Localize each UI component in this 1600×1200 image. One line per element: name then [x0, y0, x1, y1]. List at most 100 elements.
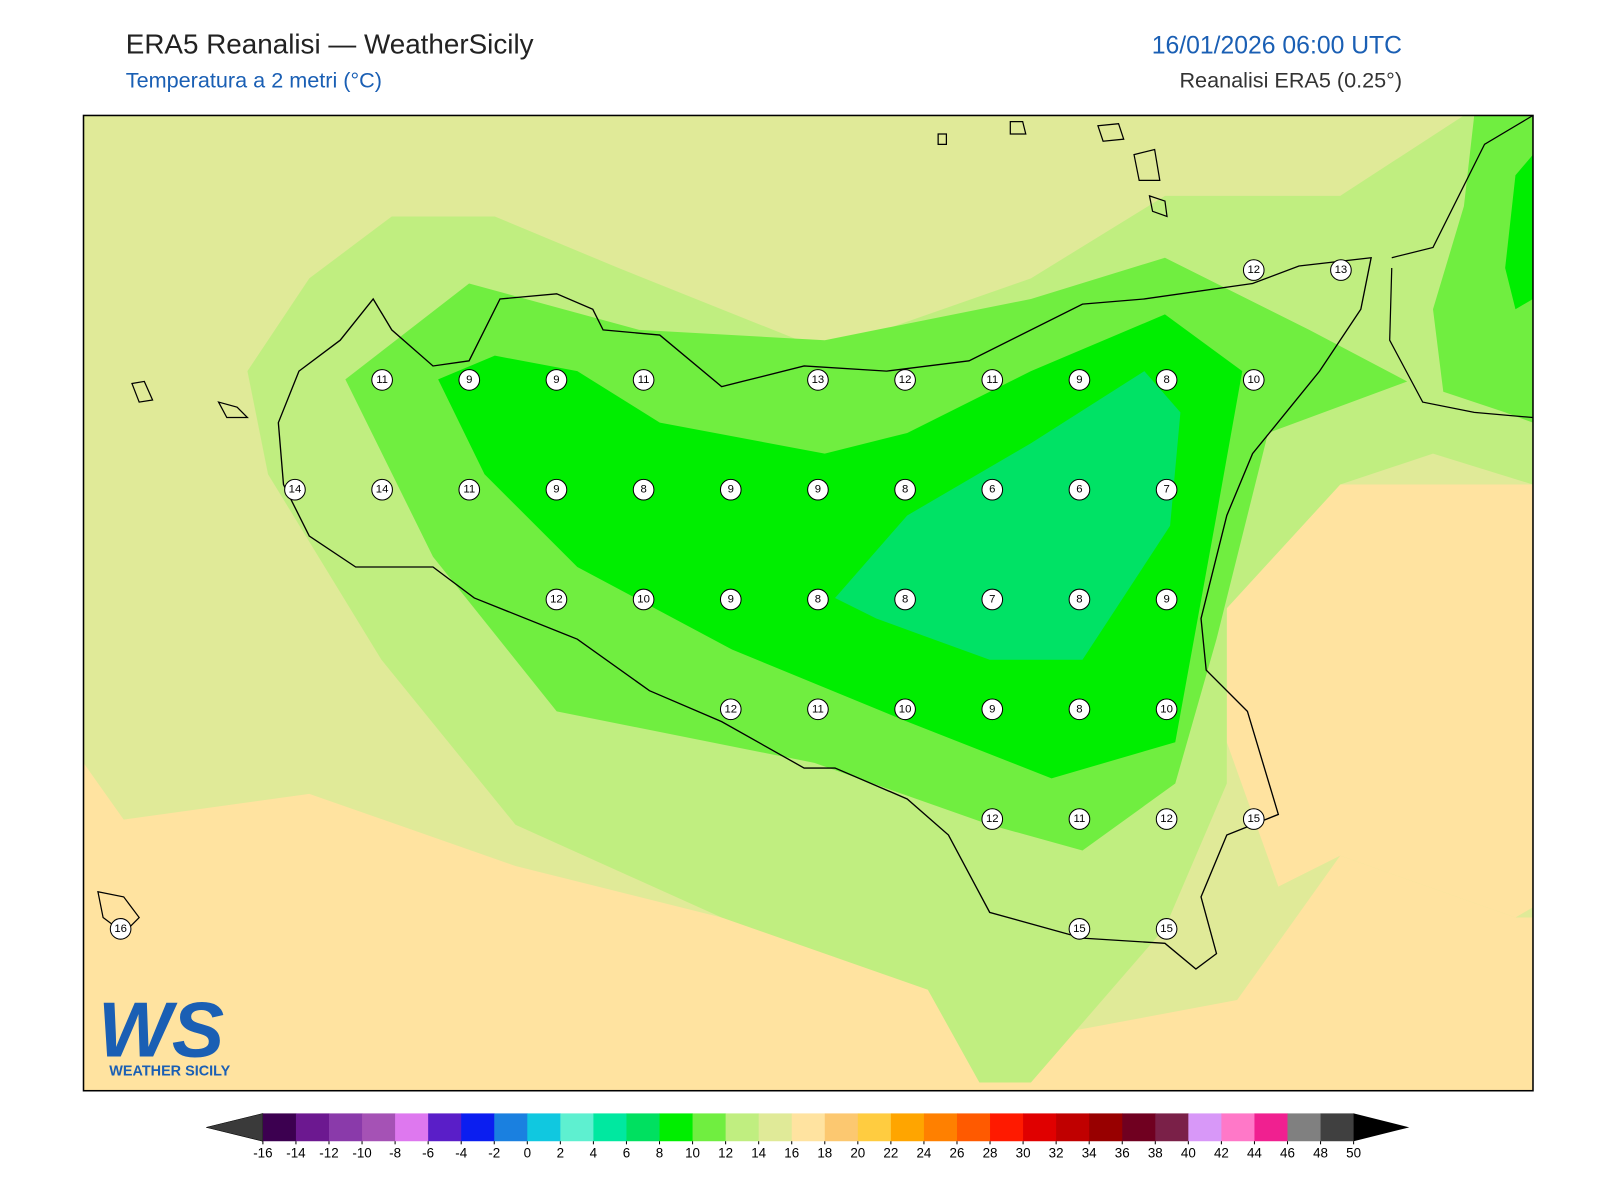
station-marker	[1068, 698, 1091, 721]
station-value: 12	[550, 593, 563, 605]
station: 9	[1068, 369, 1091, 391]
station-marker	[1068, 588, 1091, 611]
station-value: 9	[553, 374, 559, 386]
station: 10	[1242, 369, 1265, 391]
colorbar-label: 50	[1346, 1146, 1361, 1161]
station: 13	[807, 369, 829, 391]
station-marker	[1155, 808, 1178, 830]
logo-name: WEATHER SICILY	[109, 1063, 230, 1079]
colorbar-swatch	[1221, 1113, 1255, 1142]
colorbar-swatch	[791, 1113, 826, 1142]
colorbar-swatch	[395, 1113, 429, 1142]
station-value: 10	[1247, 374, 1260, 386]
colorbar-label: -14	[286, 1146, 306, 1161]
station-marker	[371, 369, 393, 391]
station: 13	[1330, 259, 1352, 281]
colorbar-swatch	[1089, 1113, 1123, 1142]
station: 9	[458, 369, 481, 391]
colorbar-swatch	[1188, 1113, 1222, 1142]
station: 11	[1068, 808, 1091, 830]
calabria-coast	[1389, 115, 1533, 419]
colorbar-label: 20	[850, 1146, 865, 1161]
station-marker	[807, 478, 829, 501]
colorbar-label: 46	[1280, 1146, 1295, 1161]
station-value: 9	[989, 703, 995, 715]
station: 6	[981, 478, 1004, 501]
station-marker	[545, 588, 568, 611]
station-marker	[458, 478, 481, 501]
station: 8	[1068, 698, 1091, 721]
colorbar: -16 -14 -12 -10 -8 -6 -4 -2 0 2 4 6 8 10 12 14 16 18 20 22 2…	[206, 1113, 1410, 1161]
colorbar-label: -16	[253, 1146, 272, 1161]
station-value: 12	[1247, 264, 1260, 276]
station-marker	[894, 478, 916, 501]
station: 9	[981, 698, 1004, 721]
colorbar-swatch	[262, 1113, 297, 1142]
colorbar-swatch	[990, 1113, 1024, 1142]
station-marker	[719, 588, 742, 611]
station-marker	[371, 478, 393, 501]
field-6-8	[835, 371, 1181, 660]
station: 6	[1068, 478, 1091, 501]
station-value: 12	[986, 813, 999, 825]
station: 9	[1155, 588, 1178, 611]
station-marker	[981, 588, 1004, 611]
colorbar-label: -12	[319, 1146, 338, 1161]
station-marker	[1068, 478, 1091, 501]
station: 12	[894, 369, 916, 391]
station: 8	[894, 478, 916, 501]
station: 16	[109, 918, 132, 940]
colorbar-label: -8	[389, 1146, 401, 1161]
colorbar-swatch	[527, 1113, 561, 1142]
colorbar-swatch	[1122, 1113, 1156, 1142]
station-marker	[545, 369, 568, 391]
station-marker	[458, 369, 481, 391]
station-marker	[1242, 259, 1265, 281]
colorbar-swatch	[1287, 1113, 1322, 1142]
station-value: 11	[986, 374, 998, 386]
station-value: 8	[902, 484, 908, 496]
station: 8	[632, 478, 655, 501]
station-marker	[719, 478, 742, 501]
station-marker	[1155, 698, 1178, 721]
colorbar-swatch	[1056, 1113, 1090, 1142]
station: 12	[981, 808, 1004, 830]
station-marker	[1068, 369, 1091, 391]
colorbar-swatch	[659, 1113, 694, 1142]
station-marker	[1155, 588, 1178, 611]
colorbar-swatch	[890, 1113, 925, 1142]
coastline	[277, 256, 1372, 970]
station-marker	[632, 369, 655, 391]
station: 11	[458, 478, 481, 501]
station: 9	[719, 478, 742, 501]
colorbar-label: 40	[1181, 1146, 1196, 1161]
station-marker	[1068, 918, 1091, 940]
colorbar-swatch	[956, 1113, 991, 1142]
colorbar-label: 32	[1049, 1146, 1064, 1161]
station-value: 11	[638, 374, 650, 386]
station-marker	[632, 588, 655, 611]
station-marker	[894, 588, 916, 611]
field-16-18	[1226, 484, 1533, 918]
colorbar-swatch	[593, 1113, 627, 1142]
station: 7	[981, 588, 1004, 611]
station-marker	[1155, 918, 1178, 940]
colorbar-swatch	[725, 1113, 760, 1142]
station-marker	[807, 588, 829, 611]
station-marker	[1330, 259, 1352, 281]
station: 12	[545, 588, 568, 611]
colorbar-swatch	[328, 1113, 363, 1142]
station-value: 12	[899, 374, 912, 386]
station-value: 8	[1076, 593, 1082, 605]
station-value: 14	[289, 484, 302, 496]
station-value: 15	[1160, 923, 1173, 935]
station: 14	[371, 478, 393, 501]
station-marker	[894, 698, 916, 721]
field-10-12	[1432, 115, 1533, 423]
colorbar-label: 2	[557, 1146, 564, 1161]
station-value: 7	[989, 593, 995, 605]
colorbar-swatch	[857, 1113, 892, 1142]
station: 9	[807, 478, 829, 501]
station-marker	[1155, 369, 1178, 391]
station: 11	[632, 369, 655, 391]
